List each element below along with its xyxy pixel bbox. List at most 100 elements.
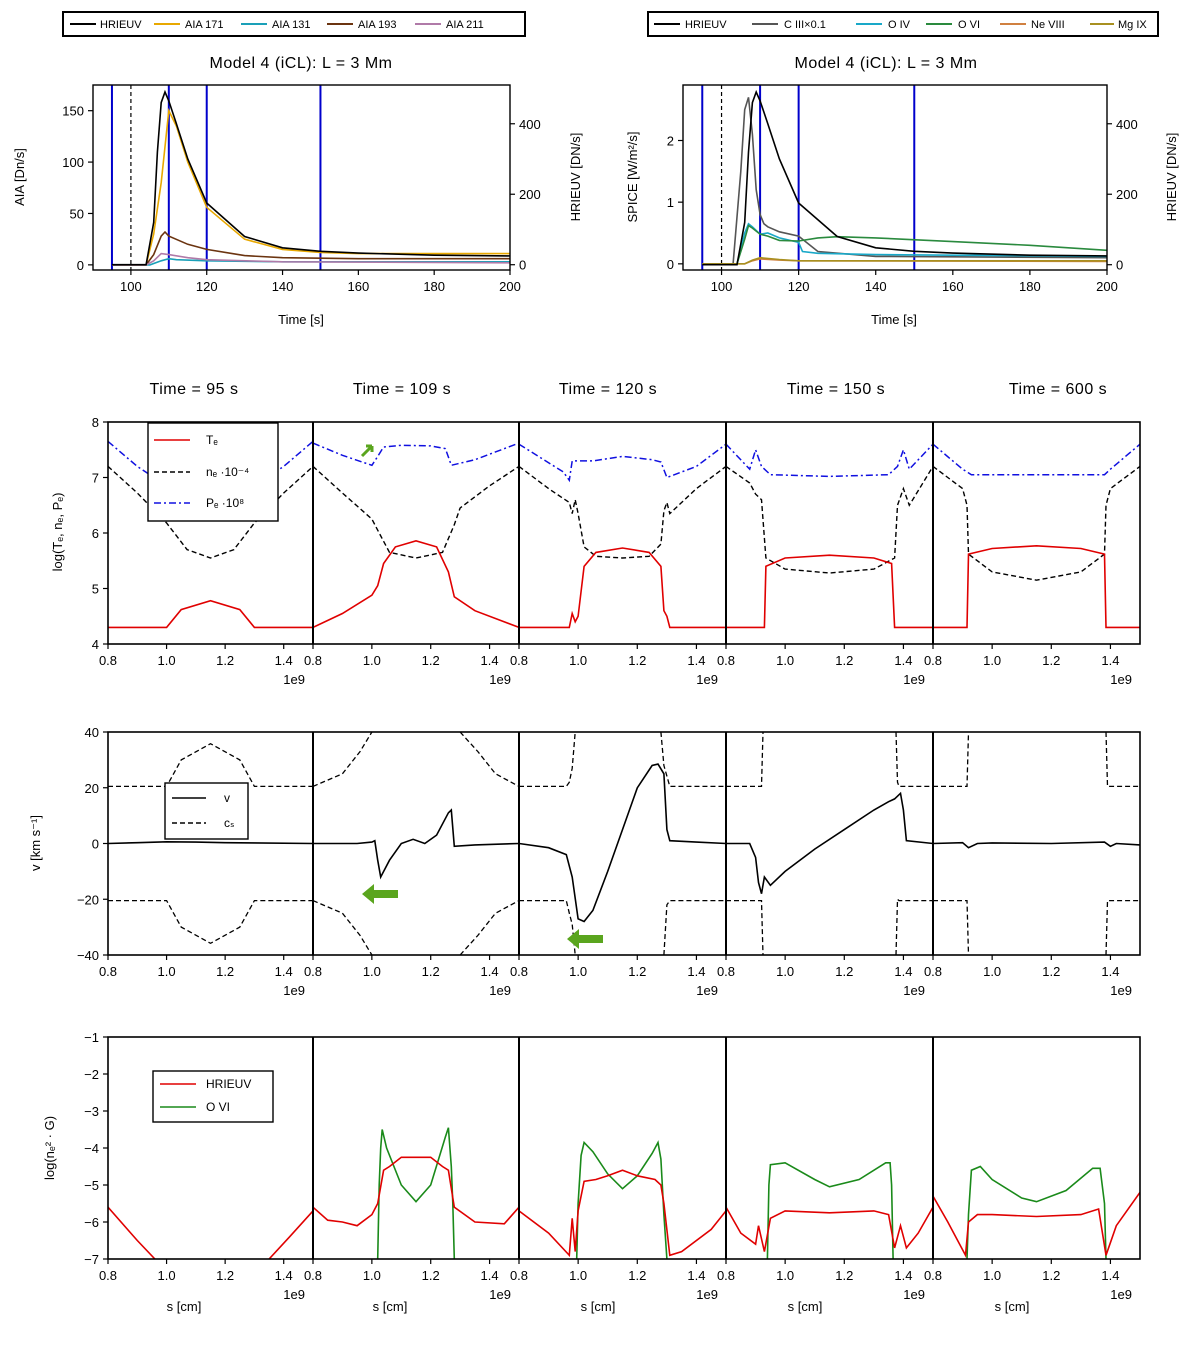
cs-line	[663, 899, 726, 955]
y-tick-label: 2	[667, 134, 674, 149]
x-tick-label: 1.4	[894, 653, 912, 668]
column-group	[108, 742, 313, 945]
legend-label-aia171: AIA 171	[185, 19, 224, 31]
arrow-left-icon	[362, 884, 398, 904]
x-tick-label: 1.0	[569, 964, 587, 979]
legend-label-aia193: AIA 193	[358, 19, 397, 31]
x-offset-label: 1e9	[1110, 983, 1132, 998]
arrow-marker-icon	[360, 444, 374, 458]
x-tick-label: 1.2	[835, 1268, 853, 1283]
y-tick-label: 0	[77, 258, 84, 273]
x-tick-label: 1.0	[158, 653, 176, 668]
x-tick-label: 1.4	[687, 964, 705, 979]
y-right-tick-label: 400	[1116, 117, 1138, 132]
x-tick-label: 1.2	[422, 1268, 440, 1283]
aia-legend: HRIEUV AIA 171 AIA 131 AIA 193 AIA 211	[62, 11, 526, 37]
y-tick-label: 7	[92, 471, 99, 486]
y-right-tick-label: 0	[519, 258, 526, 273]
pe-line	[726, 443, 933, 478]
x-offset-label: 1e9	[903, 672, 925, 687]
cs-line	[726, 732, 764, 788]
x-tick-label: 1.4	[687, 653, 705, 668]
x-tick-label: 1.2	[628, 653, 646, 668]
ovi-line	[766, 1161, 894, 1259]
column-group	[313, 732, 519, 955]
hri-line	[313, 1156, 519, 1227]
column-group	[933, 443, 1140, 629]
column-group	[726, 1161, 933, 1259]
legend-label-aia211: AIA 211	[446, 19, 484, 31]
cs-line	[313, 900, 373, 955]
y-tick-label: 4	[92, 637, 99, 652]
row1-ylabel: log(Tₑ, nₑ, Pₑ)	[50, 493, 65, 572]
x-tick-label: 1.2	[1042, 964, 1060, 979]
y-tick-label: 0	[667, 257, 674, 272]
series-line	[702, 224, 1107, 265]
cs-line	[1105, 732, 1140, 788]
x-tick-label: 0.8	[510, 653, 528, 668]
x-tick-label: 0.8	[924, 1268, 942, 1283]
legend-label-ovi: O VI	[206, 1100, 230, 1114]
x-tick-label: 1.4	[481, 964, 499, 979]
x-tick-label: 0.8	[717, 653, 735, 668]
x-tick-label: 1.4	[275, 964, 293, 979]
y-tick-label: 5	[92, 582, 99, 597]
column-group	[933, 732, 1140, 955]
v-line	[933, 841, 1140, 849]
column-group	[313, 442, 519, 629]
velocity-row: 0.8 1.0 1.2 1.4 1e9 0.8 1.0 1.2 1.4 1e9 0.8 1.0 1.2 1…	[28, 725, 1141, 998]
y-right-tick-label: 0	[1116, 258, 1123, 273]
row2-plot-area	[108, 732, 1140, 955]
te-line	[726, 554, 933, 629]
x-offset-label: 1e9	[696, 983, 718, 998]
series-line	[112, 230, 510, 266]
ne-line	[519, 465, 726, 559]
x-tick-label: 1.2	[216, 1268, 234, 1283]
x-tick-label: 1.4	[1101, 1268, 1119, 1283]
x-tick-label: 120	[788, 279, 810, 294]
y-tick-label: 20	[85, 781, 99, 796]
xlabel-s-col5: s [cm]	[995, 1299, 1030, 1314]
column-title-150: Time = 150 s	[787, 381, 885, 398]
x-offset-label: 1e9	[1110, 672, 1132, 687]
x-tick-label: 1.0	[983, 653, 1001, 668]
x-tick-label: 1.4	[1101, 964, 1119, 979]
y-tick-label: 1	[667, 195, 674, 210]
x-tick-label: 160	[942, 279, 964, 294]
x-tick-label: 160	[348, 279, 370, 294]
v-line	[108, 840, 313, 845]
column-titles: Time = 95 s Time = 109 s Time = 120 s Ti…	[150, 381, 1107, 398]
x-offset-label: 1e9	[1110, 1287, 1132, 1302]
x-tick-label: 120	[196, 279, 218, 294]
series-line	[112, 107, 510, 266]
ovi-line	[376, 1127, 456, 1259]
ovi-line	[966, 1165, 1107, 1259]
column-group	[726, 443, 933, 629]
x-tick-label: 1.2	[835, 964, 853, 979]
spice-xlabel: Time [s]	[871, 312, 917, 327]
row3-axes: 0.8 1.0 1.2 1.4 1e9 0.8 1.0 1.2 1.4 1e9 0.8 1.0 1.2 1…	[84, 1030, 1141, 1302]
x-tick-label: 1.4	[481, 1268, 499, 1283]
emission-row: 0.8 1.0 1.2 1.4 1e9 0.8 1.0 1.2 1.4 1e9 0.8 1.0 1.2 1…	[42, 1030, 1141, 1314]
row2-axes: 0.8 1.0 1.2 1.4 1e9 0.8 1.0 1.2 1.4 1e9 0.8 1.0 1.2 1…	[77, 725, 1141, 998]
y-right-tick-label: 200	[519, 187, 541, 202]
aia-ylabel-right: HRIEUV [DN/s]	[568, 133, 583, 222]
aia-title: Model 4 (iCL): L = 3 Mm	[210, 55, 393, 72]
row2-legend: v cₛ	[164, 782, 249, 840]
row3-plot-area	[108, 1127, 1140, 1259]
column-group	[313, 1127, 519, 1259]
x-tick-label: 0.8	[99, 1268, 117, 1283]
cs-line	[933, 732, 970, 788]
x-tick-label: 1.2	[422, 964, 440, 979]
y-tick-label: −5	[84, 1178, 99, 1193]
series-line	[702, 89, 1107, 266]
x-offset-label: 1e9	[489, 983, 511, 998]
x-tick-label: 1.0	[776, 653, 794, 668]
column-group	[519, 1140, 726, 1259]
x-offset-label: 1e9	[283, 1287, 305, 1302]
x-tick-label: 1.2	[628, 1268, 646, 1283]
legend-label-neviii: Ne VIII	[1031, 19, 1065, 31]
x-tick-label: 100	[711, 279, 733, 294]
cs-line	[1105, 899, 1140, 955]
v-line	[726, 791, 933, 894]
